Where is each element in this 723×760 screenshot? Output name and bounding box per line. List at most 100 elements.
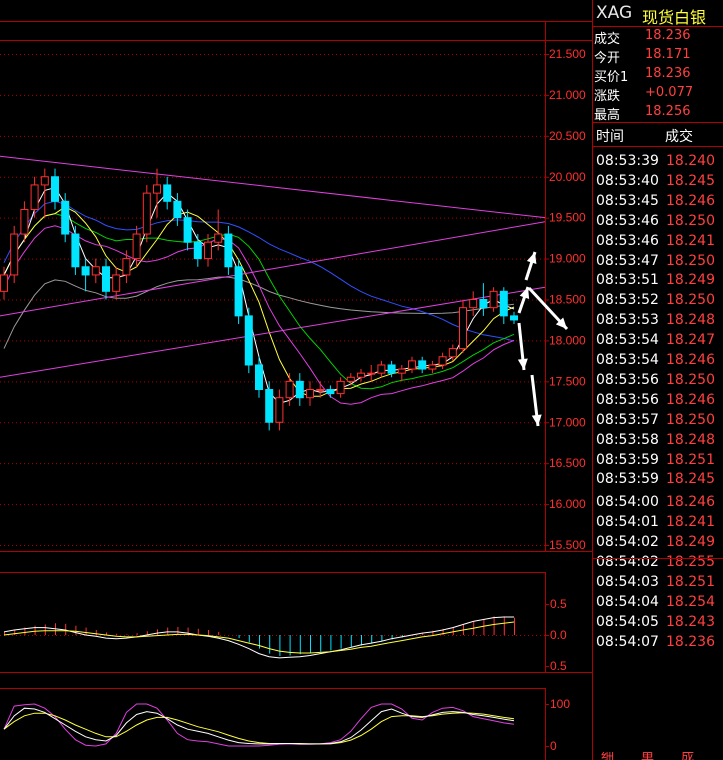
quote-value: 18.236 — [645, 28, 691, 43]
candle-down — [326, 389, 335, 395]
candle-down — [499, 290, 508, 317]
macd-panel: 0.5 0.0 0.5 — [0, 597, 567, 673]
arrow-down-head — [517, 358, 528, 370]
macd-dea-line — [3, 621, 515, 654]
tick-price: 18.246 — [666, 352, 715, 368]
tab-order[interactable]: 单 — [641, 752, 655, 760]
price-tick-label: 18.500 — [549, 293, 586, 307]
tick-price: 18.246 — [666, 494, 715, 511]
tick-row: 08:53:39 18.240 — [593, 151, 723, 171]
tick-row: 08:54:00 18.246 — [593, 492, 723, 512]
candle-up — [367, 372, 376, 375]
candle-down — [102, 266, 110, 292]
tick-row: 08:53:57 18.250 — [593, 410, 723, 430]
candle-up — [153, 184, 161, 194]
tick-row: 08:54:04 18.254 — [593, 592, 723, 612]
quote-value: 18.236 — [645, 66, 691, 81]
tick-time: 08:53:56 — [596, 371, 659, 388]
tick-price: 18.250 — [666, 212, 715, 229]
tick-price: 18.245 — [666, 471, 715, 488]
tick-price: 18.250 — [666, 292, 715, 309]
ma20-line — [3, 213, 515, 390]
quote-value: 18.171 — [645, 47, 691, 62]
quote-label: 涨跌 — [594, 89, 621, 104]
candle-up — [0, 274, 8, 292]
candle-up — [408, 360, 416, 370]
tick-time: 08:53:40 — [596, 172, 659, 189]
candle-up — [316, 389, 325, 392]
candle-up — [336, 380, 345, 395]
ticks-header-time: 时间 — [596, 129, 624, 145]
tab-deal[interactable]: 成 — [681, 752, 695, 760]
price-tick-label: 20.000 — [549, 170, 586, 184]
ticks-header: 时间 成交 — [593, 122, 723, 147]
channel-bottom-line — [0, 286, 546, 378]
tick-price: 18.249 — [666, 272, 715, 289]
tick-row: 08:53:58 18.248 — [593, 430, 723, 450]
tick-price: 18.245 — [666, 172, 715, 189]
candle-down — [255, 364, 263, 391]
ma120-line — [3, 276, 515, 349]
channel-top-line — [0, 221, 546, 317]
candle-down — [265, 389, 274, 423]
macd-tick-label: 0.5 — [550, 597, 567, 611]
tick-time: 08:54:01 — [596, 514, 659, 531]
candle-down — [183, 217, 192, 243]
tick-row: 08:54:01 18.241 — [593, 512, 723, 532]
candle-up — [397, 368, 406, 374]
tick-row: 08:54:07 18.236 — [593, 632, 723, 652]
price-tick-label: 19.000 — [549, 252, 586, 266]
price-tick-label: 20.500 — [549, 129, 586, 143]
tick-price: 18.251 — [666, 573, 715, 590]
price-tick-label: 19.500 — [549, 211, 586, 225]
tab-detail[interactable]: 细 — [601, 752, 615, 760]
tick-row: 08:53:45 18.246 — [593, 191, 723, 211]
kdj-j-line — [3, 703, 515, 747]
candle-down — [387, 364, 396, 374]
tick-row: 08:53:46 18.250 — [593, 211, 723, 231]
tick-row: 08:53:54 18.246 — [593, 350, 723, 370]
tick-row: 08:53:53 18.248 — [593, 310, 723, 330]
tick-price: 18.236 — [666, 633, 715, 650]
tick-time: 08:53:59 — [596, 471, 659, 488]
quote-value: +0.077 — [645, 85, 694, 100]
quote-value: 18.256 — [645, 104, 691, 119]
chart-area[interactable]: 21.500 21.000 20.500 20.000 19.500 19.000 18.5… — [0, 0, 593, 760]
quote-label: 今开 — [594, 51, 621, 66]
tick-time: 08:54:00 — [596, 494, 659, 511]
tick-time: 08:54:02 — [596, 554, 659, 570]
direction-arrows — [517, 251, 569, 427]
tick-time: 08:53:47 — [596, 252, 659, 269]
tick-row: 08:54:03 18.251 — [593, 572, 723, 592]
tick-price: 18.246 — [666, 391, 715, 408]
arrow-up-head — [526, 252, 537, 265]
price-tick-label: 17.000 — [549, 415, 586, 429]
price-tick-label: 15.500 — [549, 538, 586, 552]
ticks-header-price: 成交 — [665, 129, 693, 145]
tick-time: 08:53:53 — [596, 312, 659, 329]
candle-down — [81, 266, 90, 276]
candle-up — [428, 364, 437, 370]
price-tick-label: 16.000 — [549, 497, 586, 511]
tick-row: 08:53:56 18.250 — [593, 370, 723, 390]
macd-tick-label: 0.5 — [550, 659, 567, 673]
candle-down — [224, 233, 233, 268]
symbol-name: 现货白银 — [642, 8, 707, 27]
candle-down — [479, 299, 488, 309]
ma-magenta-line — [3, 225, 515, 405]
tick-time: 08:53:46 — [596, 212, 659, 229]
tick-price: 18.248 — [666, 431, 715, 448]
candle-down — [193, 241, 202, 260]
trend-upper-line — [0, 155, 546, 219]
tick-price: 18.250 — [666, 252, 715, 269]
candle-up — [122, 258, 131, 276]
tick-price: 18.247 — [666, 332, 715, 349]
candle-down — [71, 233, 80, 268]
trend-channel-lines — [0, 155, 546, 378]
tick-row: 08:53:46 18.241 — [593, 231, 723, 251]
arrow-up-small-head — [519, 287, 530, 300]
tick-price: 18.240 — [666, 153, 715, 169]
price-tick-label: 18.000 — [549, 333, 586, 347]
ma60-line — [3, 200, 515, 342]
candle-down — [51, 176, 59, 202]
